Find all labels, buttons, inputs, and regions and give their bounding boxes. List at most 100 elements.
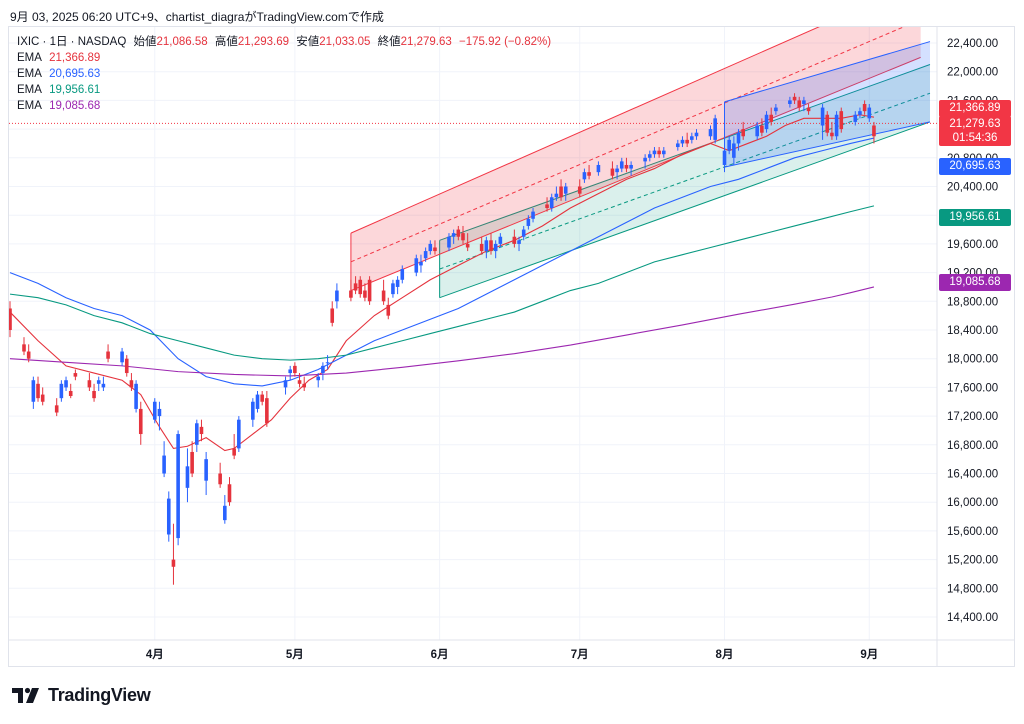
candle-body <box>204 459 208 481</box>
chart-frame[interactable] <box>8 26 1015 667</box>
price-tag-text: 19,956.61 <box>949 211 1001 223</box>
candle-body <box>176 434 180 539</box>
candle-body <box>554 193 559 198</box>
price-tag-ema-blue: 20,695.63 <box>939 158 1011 175</box>
candle-body <box>461 233 465 241</box>
candle-body <box>31 380 36 402</box>
legend-ema-row-4[interactable]: EMA 19,085.68 <box>17 98 555 114</box>
candle-body <box>321 365 325 374</box>
legend-symbol[interactable]: IXIC · 1日 · NASDAQ <box>17 36 127 48</box>
legend-close-label: 終値 <box>377 36 401 48</box>
candle-body <box>736 132 741 144</box>
y-tick-label: 14,400.00 <box>947 612 998 624</box>
candle-body <box>657 150 661 155</box>
candle-body <box>185 466 190 488</box>
ema-line-4 <box>9 286 875 377</box>
blue-channel-fill <box>724 41 930 168</box>
price-tag-text: 20,695.63 <box>949 160 1001 172</box>
candle-body <box>802 100 806 104</box>
candle-body <box>358 279 363 295</box>
candle-body <box>36 383 40 399</box>
candle-body <box>363 290 367 298</box>
candle-body <box>190 451 194 474</box>
candle-body <box>260 394 264 402</box>
candle-body <box>428 243 433 252</box>
y-tick-label: 18,800.00 <box>947 296 998 308</box>
green-channel-lower-line <box>439 121 931 299</box>
candle-body <box>624 164 629 169</box>
candle-body <box>64 380 68 388</box>
tradingview-brand[interactable]: TradingView <box>12 683 151 707</box>
candle-body <box>517 240 521 244</box>
candle-body <box>596 164 601 173</box>
candle-body <box>223 505 227 521</box>
legend-low-value: 21,033.05 <box>319 36 371 48</box>
candle-body <box>629 164 633 169</box>
x-tick-label: 9月 <box>860 648 878 661</box>
candle-body <box>521 229 526 237</box>
candle-body <box>227 484 232 503</box>
candle-body <box>419 261 423 266</box>
price-tag-countdown: 01:54:36 <box>952 132 998 144</box>
candle-body <box>582 172 587 180</box>
candle-body <box>73 373 78 377</box>
candle-body <box>353 283 358 291</box>
y-tick-label: 20,400.00 <box>947 182 998 194</box>
candle-body <box>825 114 830 133</box>
legend-ema-row-3[interactable]: EMA 19,956.61 <box>17 82 555 98</box>
candle-body <box>414 258 419 273</box>
candle-body <box>839 111 844 130</box>
candle-body <box>283 380 288 388</box>
candle-body <box>741 129 745 137</box>
candle-body <box>858 111 862 115</box>
price-tag-ema-green: 19,956.61 <box>939 209 1011 226</box>
candle-body <box>447 236 451 248</box>
candle-body <box>493 243 498 252</box>
candle-body <box>834 114 839 137</box>
candle-body <box>764 114 769 130</box>
blue-channel-upper-line <box>724 41 931 103</box>
x-tick-label: 6月 <box>431 648 449 661</box>
red-channel-mid-line <box>350 27 905 263</box>
candle-body <box>451 233 456 237</box>
candle-body <box>157 408 162 417</box>
candle-body <box>166 498 171 535</box>
candle-body <box>325 362 330 364</box>
candle-body <box>685 139 689 144</box>
legend-open-label: 始値 <box>133 36 157 48</box>
legend-ema-row-1[interactable]: EMA 21,366.89 <box>17 50 555 66</box>
candle-body <box>92 390 96 399</box>
y-tick-label: 17,200.00 <box>947 411 998 423</box>
legend-ema-value: 21,366.89 <box>49 52 101 64</box>
y-tick-label: 16,000.00 <box>947 497 998 509</box>
candle-body <box>251 401 255 420</box>
y-tick-label: 22,400.00 <box>947 38 998 50</box>
legend-open-value: 21,086.58 <box>156 36 208 48</box>
candle-body <box>138 408 143 435</box>
candle-body <box>545 204 549 209</box>
candle-body <box>484 240 489 252</box>
candle-body <box>610 168 615 176</box>
candle-body <box>26 351 31 359</box>
x-tick-label: 5月 <box>286 648 304 661</box>
candle-body <box>297 380 302 384</box>
candle-body <box>59 383 64 399</box>
legend-close-value: 21,279.63 <box>400 36 452 48</box>
candle-body <box>87 380 92 388</box>
candle-body <box>732 143 736 158</box>
candle-body <box>647 154 652 158</box>
candle-body <box>9 308 12 330</box>
legend-ema-row-2[interactable]: EMA 20,695.63 <box>17 66 555 82</box>
legend-low-label: 安値 <box>296 36 320 48</box>
candle-body <box>22 344 26 352</box>
y-tick-label: 17,600.00 <box>947 382 998 394</box>
candle-body <box>381 290 386 302</box>
candle-body <box>129 380 134 388</box>
plot-area[interactable] <box>8 0 937 585</box>
price-tag-text: 21,366.89 <box>949 102 1001 114</box>
candle-body <box>265 398 269 424</box>
candle-body <box>708 129 713 137</box>
candle-body <box>498 236 503 244</box>
candle-body <box>302 383 307 388</box>
